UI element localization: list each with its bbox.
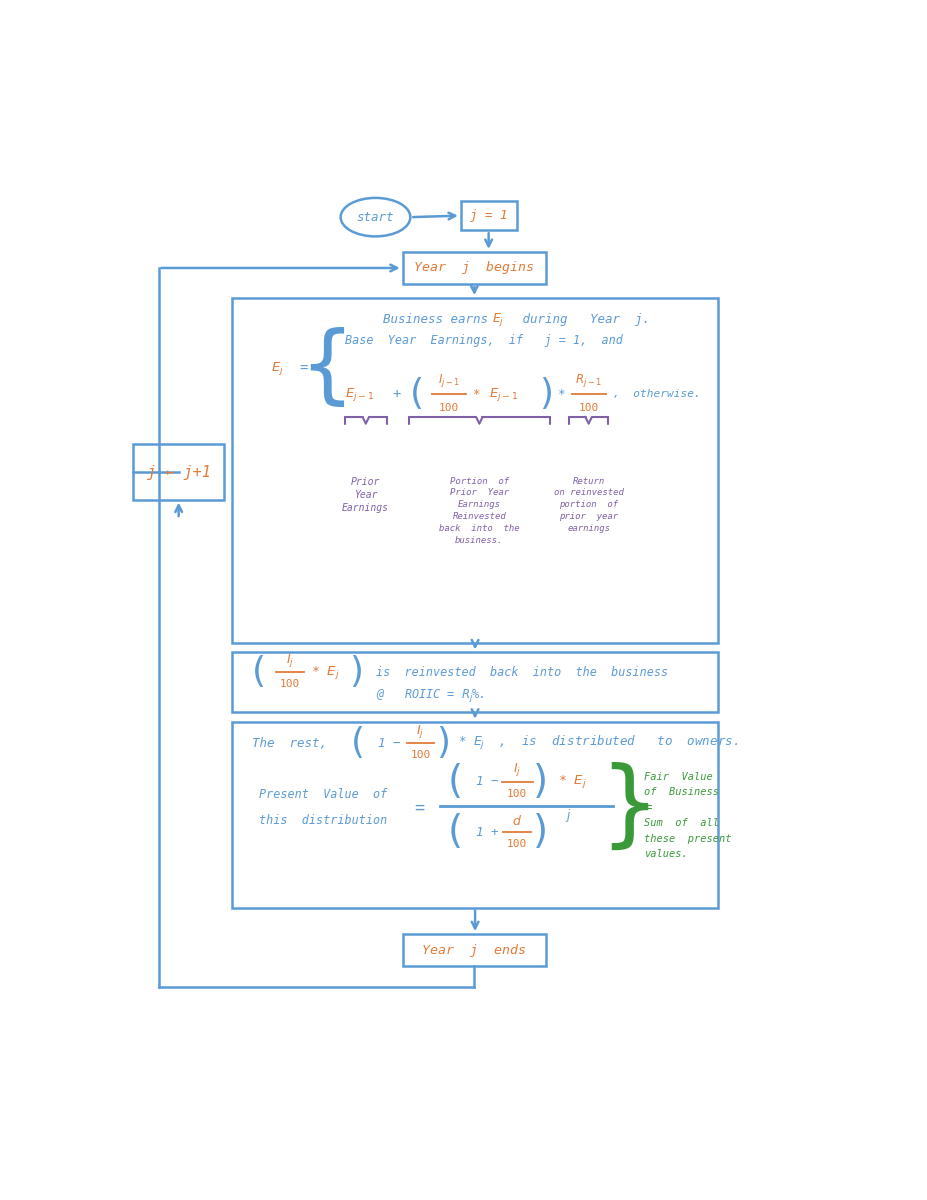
FancyBboxPatch shape <box>232 298 718 643</box>
Text: $E_{j-1}$: $E_{j-1}$ <box>489 385 519 403</box>
Text: 100: 100 <box>578 403 599 413</box>
Text: (: ( <box>448 814 463 851</box>
Text: during   Year  j.: during Year j. <box>515 313 650 326</box>
Text: $E_j$: $E_j$ <box>491 311 504 328</box>
Text: 100: 100 <box>411 750 430 760</box>
Text: Prior
Year
Earnings: Prior Year Earnings <box>342 476 389 514</box>
Text: * $E_j$: * $E_j$ <box>311 664 340 680</box>
Text: start: start <box>357 211 394 223</box>
Text: Business earns: Business earns <box>383 313 496 326</box>
Text: $j$: $j$ <box>565 806 572 824</box>
Text: $I_{j-1}$: $I_{j-1}$ <box>438 372 461 389</box>
Text: 100: 100 <box>507 839 527 848</box>
Text: of  Business: of Business <box>644 787 719 797</box>
Text: 100: 100 <box>439 403 459 413</box>
Text: {: { <box>299 328 354 410</box>
Text: is  reinvested  back  into  the  business: is reinvested back into the business <box>375 666 667 678</box>
Text: * $E_j$  ,  is  distributed   to  owners.: * $E_j$ , is distributed to owners. <box>459 734 739 752</box>
Text: these  present: these present <box>644 834 732 844</box>
Text: Present  Value  of: Present Value of <box>260 788 387 802</box>
Text: * $E_j$: * $E_j$ <box>558 773 587 790</box>
Text: 1 +: 1 + <box>476 826 499 839</box>
Text: (: ( <box>252 655 266 689</box>
Text: $I_j$: $I_j$ <box>286 652 294 668</box>
Text: Year  j  ends: Year j ends <box>423 943 527 956</box>
Text: ): ) <box>436 726 450 760</box>
Text: 100: 100 <box>280 678 300 689</box>
Text: (: ( <box>448 762 463 800</box>
Text: +: + <box>392 388 400 401</box>
Text: values.: values. <box>644 848 688 859</box>
Text: Portion  of
Prior  Year
Earnings
Reinvested
back  into  the
business.: Portion of Prior Year Earnings Reinveste… <box>439 476 520 545</box>
Text: @   ROIIC = $R_j$%.: @ ROIIC = $R_j$%. <box>375 686 484 704</box>
Text: ): ) <box>539 377 553 412</box>
Text: $I_j$: $I_j$ <box>514 761 521 778</box>
Text: ): ) <box>533 814 548 851</box>
Text: (: ( <box>410 377 424 412</box>
Text: ,  otherwise.: , otherwise. <box>614 389 701 400</box>
Text: Sum  of  all: Sum of all <box>644 818 719 828</box>
FancyBboxPatch shape <box>232 721 718 908</box>
Text: Year  j  begins: Year j begins <box>414 262 534 275</box>
Text: $I_j$: $I_j$ <box>416 724 425 740</box>
Text: 100: 100 <box>507 788 527 799</box>
Text: Base  Year  Earnings,  if   j = 1,  and: Base Year Earnings, if j = 1, and <box>345 334 622 347</box>
Text: The  rest,: The rest, <box>251 737 326 750</box>
Text: $E_{j-1}$: $E_{j-1}$ <box>345 385 374 403</box>
Text: *: * <box>473 388 480 401</box>
Text: Fair  Value: Fair Value <box>644 772 713 782</box>
Text: }: } <box>599 762 659 853</box>
Text: 1 −: 1 − <box>378 737 400 750</box>
Text: ): ) <box>533 762 548 800</box>
Text: $E_j$: $E_j$ <box>271 360 284 377</box>
FancyBboxPatch shape <box>402 252 546 284</box>
Text: *: * <box>557 388 565 401</box>
Text: j = 1: j = 1 <box>470 209 507 222</box>
Text: this  distribution: this distribution <box>260 814 387 827</box>
Text: (: ( <box>350 726 364 760</box>
Text: j ← j+1: j ← j+1 <box>146 464 210 480</box>
FancyBboxPatch shape <box>133 444 224 499</box>
Text: ): ) <box>349 655 363 689</box>
Text: $d$: $d$ <box>513 814 522 828</box>
FancyBboxPatch shape <box>402 934 546 966</box>
Text: =: = <box>644 802 652 815</box>
Ellipse shape <box>340 198 411 236</box>
FancyBboxPatch shape <box>232 653 718 713</box>
Text: 1 −: 1 − <box>476 775 499 788</box>
Text: =: = <box>299 362 308 376</box>
FancyBboxPatch shape <box>461 200 516 230</box>
Text: =: = <box>414 799 425 817</box>
Text: Return
on reinvested
portion  of
prior  year
earnings: Return on reinvested portion of prior ye… <box>553 476 624 533</box>
Text: $R_{j-1}$: $R_{j-1}$ <box>575 372 603 389</box>
